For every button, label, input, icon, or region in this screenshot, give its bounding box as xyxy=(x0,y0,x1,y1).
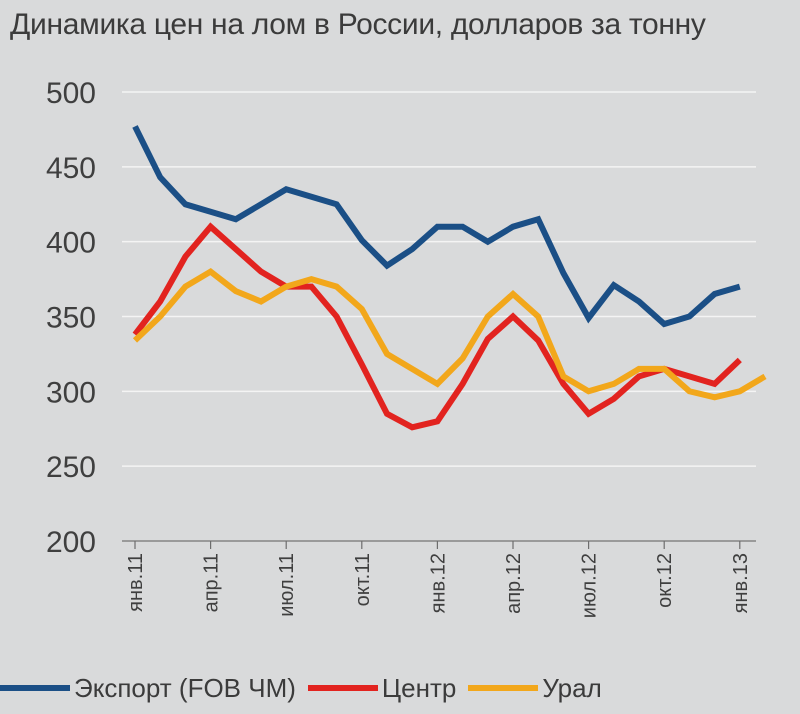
gridlines xyxy=(122,91,756,542)
series-line-ural xyxy=(132,267,767,401)
y-axis-ticks: 500 450 400 350 300 250 200 xyxy=(46,77,96,559)
legend-item-ural: Урал xyxy=(468,672,602,704)
series-line-export xyxy=(132,125,741,328)
y-tick-label: 500 xyxy=(46,77,96,110)
x-axis: янв.11 апр.11 июл.11 окт.11 янв.12 апр.12 июл.… xyxy=(122,540,756,618)
y-tick-label: 250 xyxy=(46,451,96,484)
legend-swatch-ural xyxy=(468,685,539,691)
x-tick-label: апр.12 xyxy=(503,553,525,614)
y-tick-label: 450 xyxy=(46,152,96,185)
series-line-center xyxy=(132,222,742,431)
legend-item-center: Центр xyxy=(307,672,457,704)
x-tick-label: июл.11 xyxy=(276,553,298,617)
x-tick-label: янв.13 xyxy=(730,553,752,613)
y-tick-label: 200 xyxy=(46,526,96,559)
x-tick-label: окт.11 xyxy=(352,553,374,606)
x-tick-label: янв.12 xyxy=(427,553,449,613)
legend-label-center: Центр xyxy=(381,672,457,703)
legend-label-export: Экспорт (FOB ЧМ) xyxy=(74,672,296,703)
legend-label-ural: Урал xyxy=(542,672,602,703)
y-tick-label: 350 xyxy=(46,302,96,335)
y-tick-label: 400 xyxy=(46,227,96,260)
x-tick-label: июл.12 xyxy=(579,553,601,618)
legend-swatch-center xyxy=(307,685,378,691)
legend-item-export: Экспорт (FOB ЧМ) xyxy=(0,673,296,704)
x-tick-label: апр.11 xyxy=(201,553,223,612)
series-lines xyxy=(132,125,767,431)
x-tick-label: янв.11 xyxy=(125,553,147,612)
x-tick-label: окт.12 xyxy=(654,553,676,608)
legend-swatch-export xyxy=(0,685,70,691)
legend: Экспорт (FOB ЧМ) Центр Урал xyxy=(0,668,614,708)
chart-title: Динамика цен на лом в России, долларов з… xyxy=(10,8,706,41)
y-tick-label: 300 xyxy=(46,376,96,409)
